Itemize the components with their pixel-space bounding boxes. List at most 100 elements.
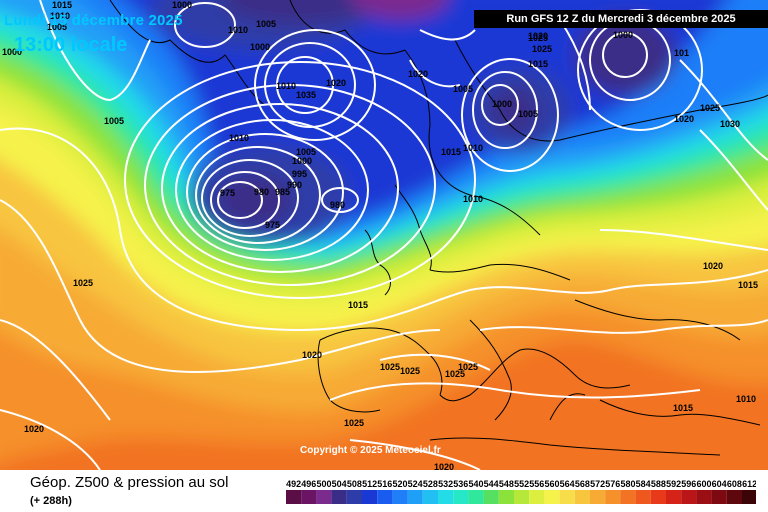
colorbar-label: 548 xyxy=(499,479,514,489)
colorbar-label: 536 xyxy=(453,479,468,489)
isobar-labels: 1000 1015 1010 1005 1000 1010 1005 1000 … xyxy=(2,0,758,470)
isobar-label: 985 xyxy=(275,187,290,197)
colorbar-swatch xyxy=(711,490,727,504)
isobar-label: 1025 xyxy=(445,369,465,379)
colorbar-label: 608 xyxy=(727,479,742,489)
isobar-label: 1010 xyxy=(736,394,756,404)
colorbar-swatch xyxy=(498,490,514,504)
colorbar-label: 596 xyxy=(681,479,696,489)
colorbar-swatch xyxy=(483,490,499,504)
coastlines xyxy=(109,0,768,456)
isobar-label: 975 xyxy=(220,188,235,198)
isobar-label: 1020 xyxy=(408,69,428,79)
isobar-label: 1015 xyxy=(348,300,368,310)
colorbar-swatch xyxy=(453,490,469,504)
isobar-label: 1000 xyxy=(292,156,312,166)
map-footer: Géop. Z500 & pression au sol (+ 288h) 49… xyxy=(0,470,768,512)
colorbar-label: 564 xyxy=(560,479,575,489)
colorbar-label: 496 xyxy=(301,479,316,489)
colorbar-label: 516 xyxy=(377,479,392,489)
isobar-label: 1025 xyxy=(528,33,548,43)
copyright-notice: Copyright © 2025 Meteociel.fr xyxy=(300,445,441,456)
isobar-label: 1005 xyxy=(518,109,538,119)
isobar-label: 1005 xyxy=(453,84,473,94)
isobar-label: 1000 xyxy=(2,47,22,57)
colorbar-swatch xyxy=(346,490,362,504)
colorbar-label: 600 xyxy=(696,479,711,489)
colorbar-swatch xyxy=(726,490,742,504)
colorbar-swatch xyxy=(559,490,575,504)
isobar-label: 1010 xyxy=(228,25,248,35)
isobar-label: 1020 xyxy=(674,114,694,124)
isobar-label: 1000 xyxy=(492,99,512,109)
colorbar-swatch xyxy=(377,490,393,504)
colorbar-label: 580 xyxy=(620,479,635,489)
colorbar-swatch xyxy=(331,490,347,504)
isobar-label: 1025 xyxy=(380,362,400,372)
colorbar-label: 560 xyxy=(544,479,559,489)
colorbar-label: 512 xyxy=(362,479,377,489)
colorbar-swatch xyxy=(605,490,621,504)
isobar-label: 1010 xyxy=(463,143,483,153)
isobar-label: 1005 xyxy=(256,19,276,29)
isobar-label: 1000 xyxy=(250,42,270,52)
isobar-label: 1010 xyxy=(229,133,249,143)
isobars xyxy=(0,0,768,470)
colorbar-swatch xyxy=(574,490,590,504)
colorbar-label: 540 xyxy=(468,479,483,489)
isobar-label: 980 xyxy=(254,187,269,197)
colorbar-label: 492 xyxy=(286,479,301,489)
colorbar-label: 604 xyxy=(712,479,727,489)
isobar-label: 1025 xyxy=(532,44,552,54)
colorbar-label: 504 xyxy=(332,479,347,489)
colorbar-label: 568 xyxy=(575,479,590,489)
isobar-label: 1005 xyxy=(296,147,316,157)
colorbar-label: 552 xyxy=(514,479,529,489)
isobar-label: 1005 xyxy=(47,22,67,32)
colorbar-swatch xyxy=(316,490,332,504)
colorbar-label: 612 xyxy=(742,479,756,489)
colorbar-swatch xyxy=(666,490,682,504)
colorbar-swatch xyxy=(301,490,317,504)
colorbar-swatch xyxy=(544,490,560,504)
isobar-label: 980 xyxy=(330,200,345,210)
colorbar-swatch xyxy=(650,490,666,504)
z500-field: 1000 1015 1010 1005 1000 1010 1005 1000 … xyxy=(0,0,768,470)
colorbar-swatch xyxy=(468,490,484,504)
colorbar-swatch xyxy=(286,490,302,504)
isobar-label: 975 xyxy=(265,220,280,230)
isobar-label: 1025 xyxy=(458,362,478,372)
colorbar-swatch xyxy=(514,490,530,504)
colorbar-swatch xyxy=(438,490,454,504)
forecast-time: 13:00 locale xyxy=(14,34,128,56)
isobar-label: 1020 xyxy=(434,462,454,470)
colorbar-label: 588 xyxy=(651,479,666,489)
colorbar-label: 508 xyxy=(347,479,362,489)
colorbar-swatch xyxy=(681,490,697,504)
isobar-label: 995 xyxy=(292,169,307,179)
isobar-label: 1025 xyxy=(400,366,420,376)
colorbar-swatch xyxy=(529,490,545,504)
isobar-label: 1035 xyxy=(296,90,316,100)
colorbar-label: 544 xyxy=(484,479,499,489)
geopotential-color-field xyxy=(0,0,768,470)
colorbar-swatch xyxy=(742,490,756,504)
colorbar-swatch xyxy=(407,490,423,504)
isobar-label: 1020 xyxy=(326,78,346,88)
isobar-label: 1025 xyxy=(344,418,364,428)
run-info: Run GFS 12 Z du Mercredi 3 décembre 2025 xyxy=(474,10,768,28)
colorbar-label: 524 xyxy=(408,479,423,489)
isobar-label: 1020 xyxy=(302,350,322,360)
isobar-label: 1010 xyxy=(50,11,70,21)
isobar-label: 1025 xyxy=(73,278,93,288)
isobar-label: 1005 xyxy=(104,116,124,126)
colorbar-label: 592 xyxy=(666,479,681,489)
isobar-label: 1015 xyxy=(52,0,72,10)
isobar-label: 1000 xyxy=(613,30,633,40)
isobar-label: 990 xyxy=(287,180,302,190)
isobar-label: 1020 xyxy=(24,424,44,434)
color-scale-legend: 492 496 500 504 508 512 516 520 524 528 532 536 540 5… xyxy=(286,479,756,504)
isobar-label: 1015 xyxy=(528,59,548,69)
colorbar-label: 520 xyxy=(392,479,407,489)
colorbar-label: 556 xyxy=(529,479,544,489)
